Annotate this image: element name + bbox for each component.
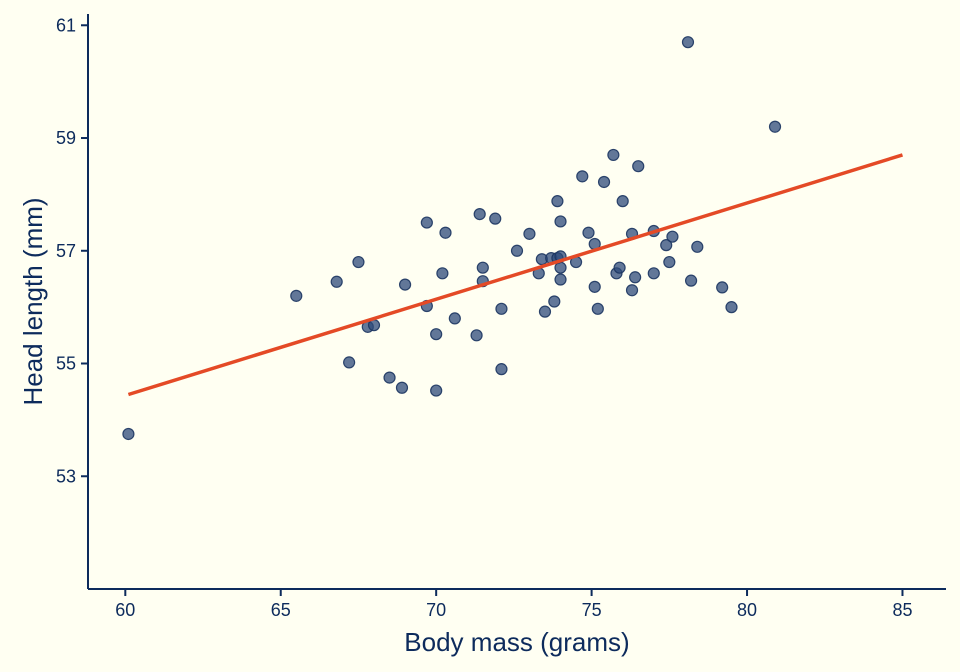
y-tick-label: 55 bbox=[56, 354, 76, 374]
data-point bbox=[420, 216, 433, 229]
data-point bbox=[607, 148, 620, 162]
data-point bbox=[588, 280, 601, 293]
data-point bbox=[290, 289, 303, 302]
data-point bbox=[768, 120, 782, 133]
y-axis-ticks: 53 55 57 59 61 bbox=[56, 15, 88, 486]
data-point bbox=[616, 195, 629, 208]
data-point bbox=[725, 301, 738, 314]
data-point bbox=[625, 284, 639, 297]
data-point bbox=[398, 278, 412, 291]
data-point bbox=[495, 302, 508, 315]
y-tick-label: 61 bbox=[56, 15, 76, 35]
y-axis-title: Head length (mm) bbox=[18, 197, 48, 405]
data-point bbox=[663, 255, 676, 269]
data-point bbox=[554, 261, 567, 274]
data-point bbox=[684, 274, 698, 287]
data-point bbox=[538, 305, 552, 318]
y-tick-label: 53 bbox=[56, 466, 76, 486]
data-point bbox=[495, 363, 508, 376]
data-point bbox=[343, 356, 356, 369]
regression-line bbox=[127, 153, 903, 397]
data-point bbox=[448, 312, 461, 325]
data-point bbox=[430, 384, 443, 397]
data-point bbox=[576, 170, 589, 183]
data-point bbox=[551, 195, 564, 208]
y-tick-label: 57 bbox=[56, 241, 76, 261]
data-point bbox=[597, 175, 611, 189]
data-point bbox=[691, 240, 704, 253]
x-tick-label: 80 bbox=[737, 600, 757, 620]
data-point bbox=[591, 302, 604, 315]
data-point bbox=[330, 275, 343, 288]
data-point bbox=[383, 371, 396, 384]
data-point bbox=[632, 160, 645, 173]
data-point bbox=[489, 212, 502, 225]
data-point bbox=[352, 255, 365, 269]
data-point bbox=[470, 329, 483, 342]
x-axis-ticks: 60 65 70 75 80 85 bbox=[115, 589, 912, 620]
y-tick-label: 59 bbox=[56, 128, 76, 148]
data-point bbox=[122, 427, 135, 441]
data-point bbox=[716, 281, 729, 294]
x-tick-label: 60 bbox=[115, 600, 135, 620]
data-point bbox=[473, 208, 486, 221]
data-point bbox=[647, 267, 660, 280]
data-point bbox=[439, 226, 452, 239]
data-point bbox=[554, 215, 567, 228]
data-point bbox=[523, 227, 536, 240]
x-tick-label: 70 bbox=[426, 600, 446, 620]
data-point bbox=[582, 226, 595, 239]
data-point bbox=[395, 381, 409, 394]
data-point bbox=[436, 267, 449, 280]
data-point bbox=[554, 273, 567, 286]
data-point bbox=[660, 239, 673, 252]
data-point bbox=[510, 244, 524, 257]
data-point bbox=[613, 261, 626, 274]
x-tick-label: 75 bbox=[582, 600, 602, 620]
x-tick-label: 85 bbox=[892, 600, 912, 620]
data-point bbox=[681, 36, 695, 49]
x-axis-title: Body mass (grams) bbox=[404, 627, 629, 657]
data-point bbox=[629, 271, 642, 284]
x-tick-label: 65 bbox=[271, 600, 291, 620]
data-point bbox=[430, 328, 443, 341]
data-point bbox=[548, 295, 561, 308]
data-point bbox=[476, 261, 489, 274]
data-point bbox=[666, 230, 679, 243]
